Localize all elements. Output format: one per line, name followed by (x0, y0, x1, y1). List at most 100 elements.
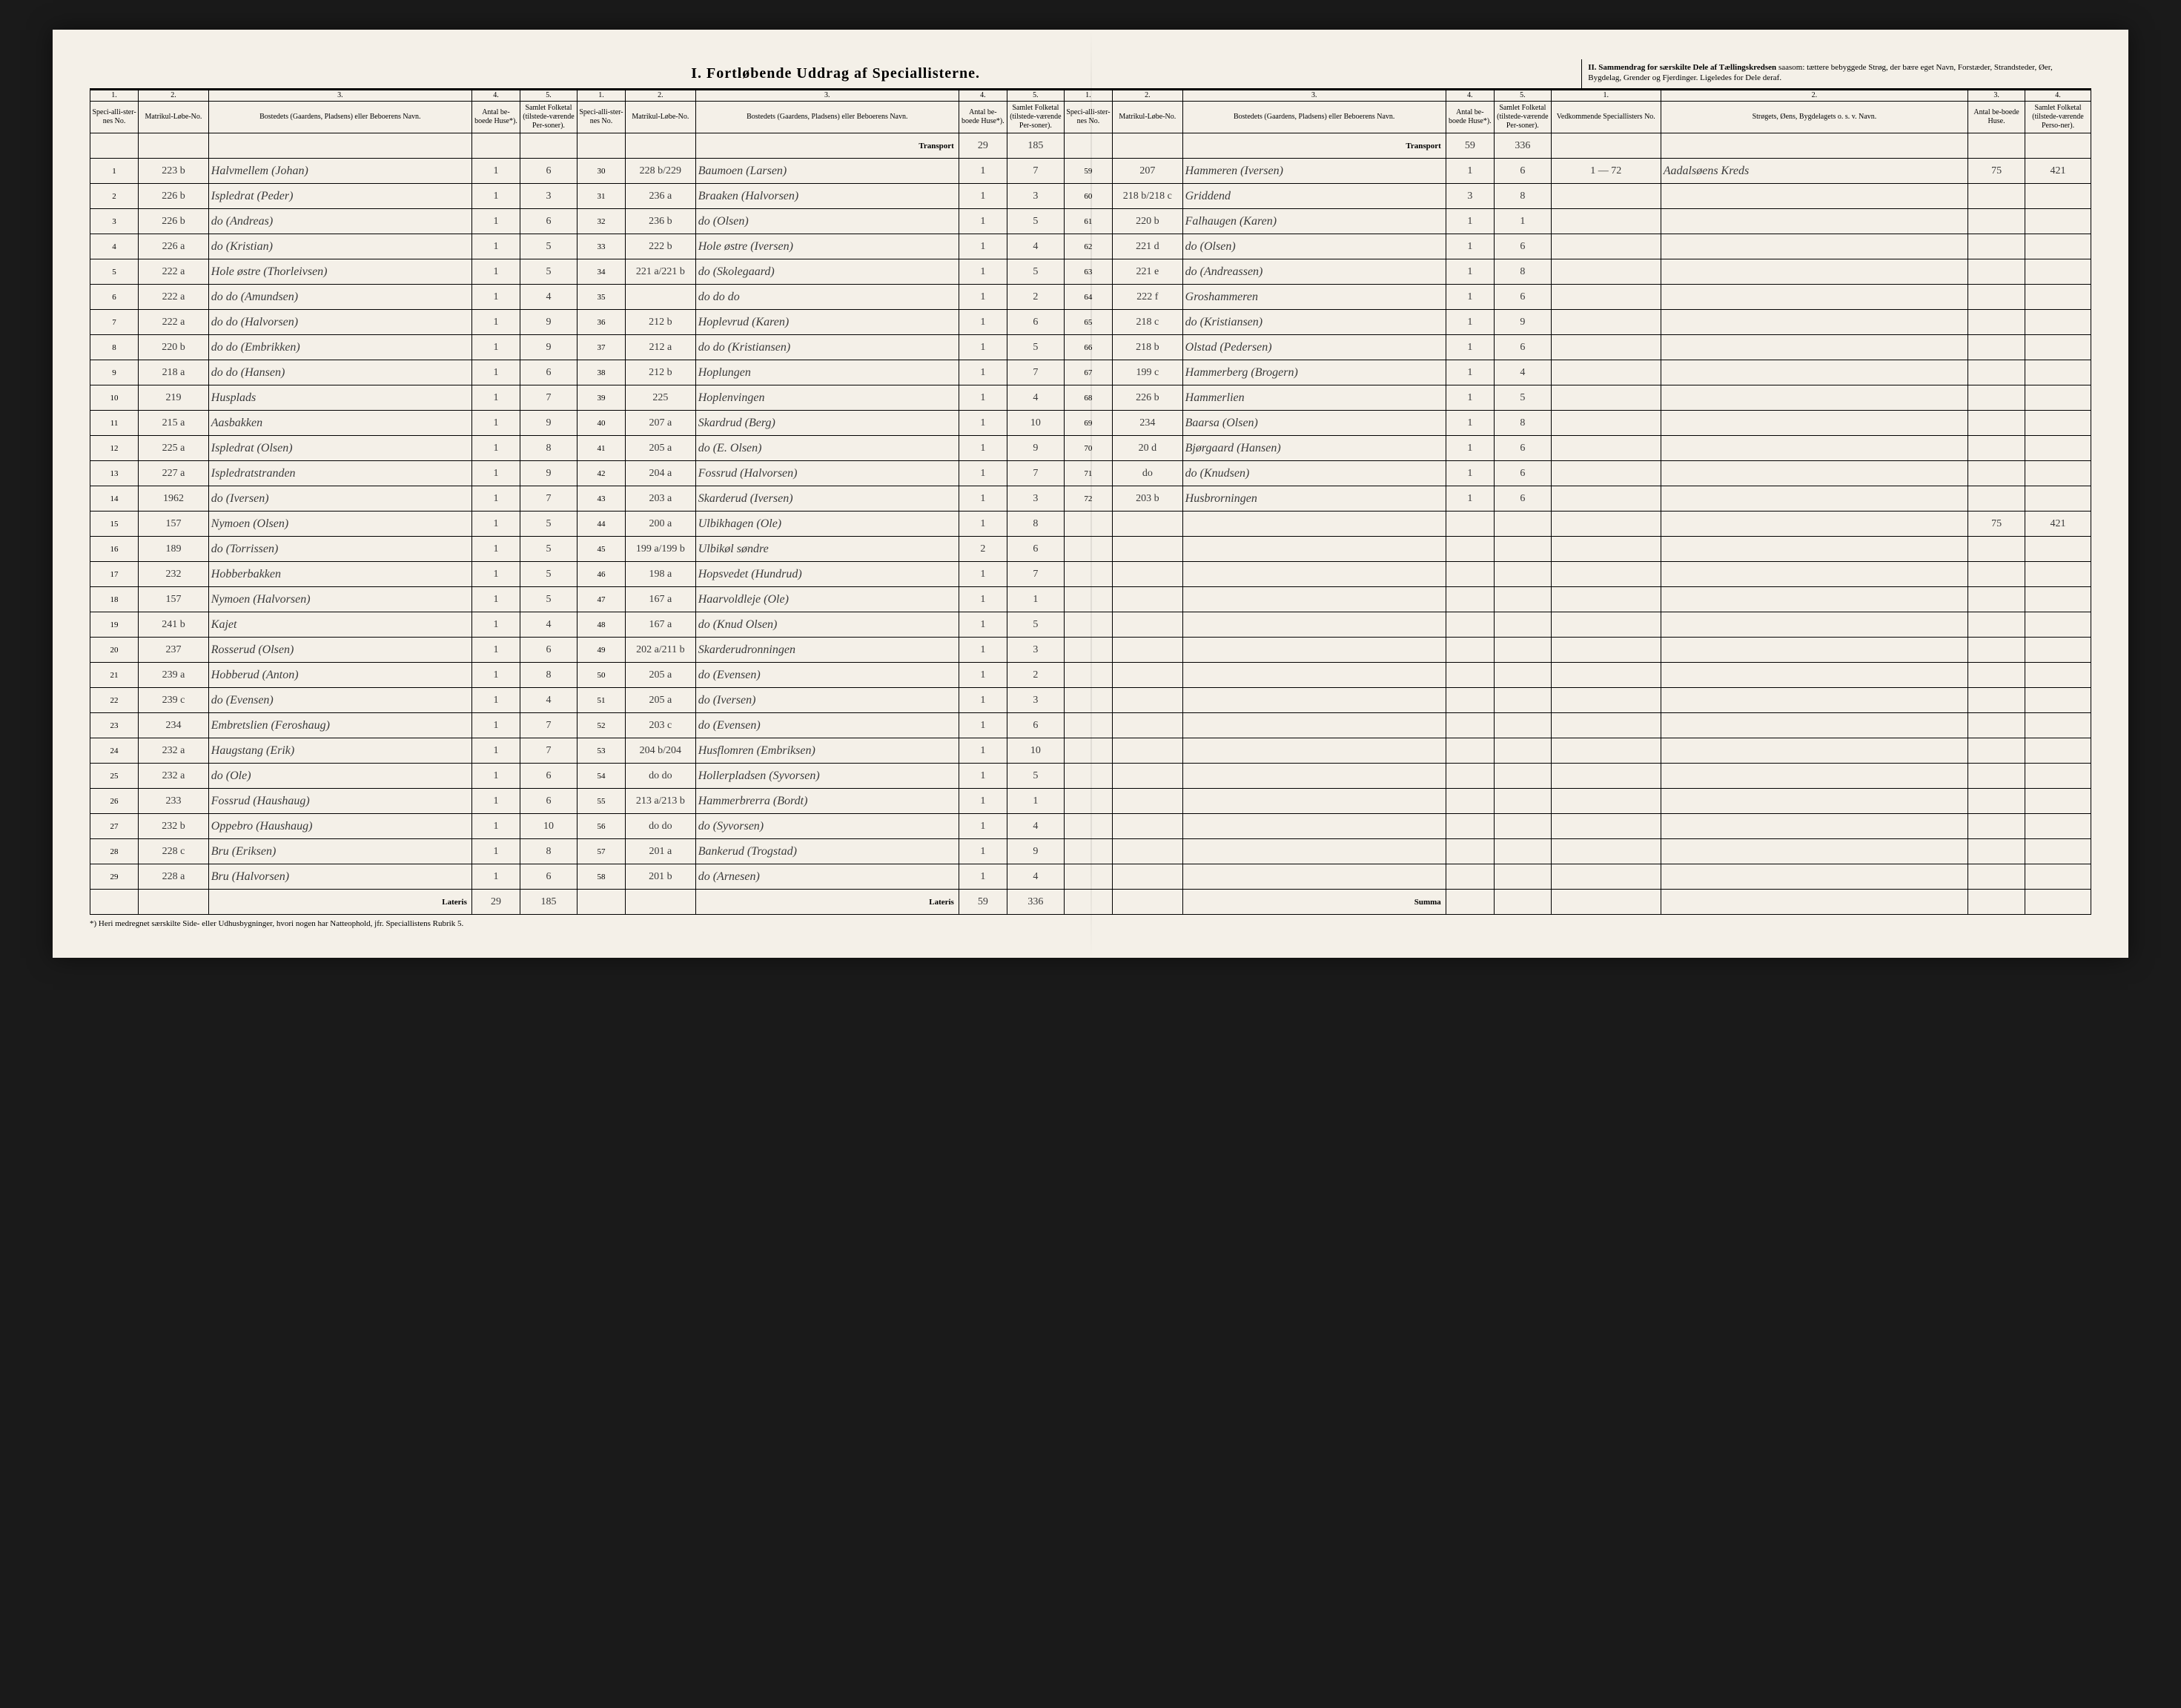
cell (1182, 789, 1446, 814)
cell (1112, 612, 1182, 638)
cell (1661, 209, 1967, 234)
cell: Fossrud (Haushaug) (208, 789, 471, 814)
cell (626, 285, 696, 310)
cell: 72 (1064, 486, 1112, 512)
table-row: 23234Embretslien (Feroshaug)1752203 cdo … (90, 713, 2091, 738)
cell (1112, 890, 1182, 915)
cell: 167 a (626, 612, 696, 638)
cell: Olstad (Pedersen) (1182, 335, 1446, 360)
cell (1494, 713, 1551, 738)
cell: 5 (520, 512, 577, 537)
cell: 1 (959, 562, 1007, 587)
col-header: Bostedets (Gaardens, Pladsens) eller Beb… (208, 102, 471, 133)
cell: 59 (959, 890, 1007, 915)
cell (2025, 411, 2091, 436)
col-header: Samlet Folketal (tilstede-værende Per-so… (1007, 102, 1064, 133)
cell: 202 a/211 b (626, 638, 696, 663)
cell: 1 (471, 864, 520, 890)
cell: 7 (520, 385, 577, 411)
cell (1551, 461, 1661, 486)
cell: 5 (520, 234, 577, 259)
cell: 185 (1007, 133, 1064, 159)
cell: Skardrud (Berg) (695, 411, 959, 436)
cell: Hammeren (Iversen) (1182, 159, 1446, 184)
cell: 9 (520, 461, 577, 486)
cell: 10 (1007, 411, 1064, 436)
cell: 1 (959, 259, 1007, 285)
secondary-title: II. Sammendrag for særskilte Dele af Tæl… (1581, 59, 2091, 88)
cell: 1 (1446, 234, 1494, 259)
cell (2025, 789, 2091, 814)
cell: 157 (139, 512, 209, 537)
cell: 222 a (139, 310, 209, 335)
cell: 222 f (1112, 285, 1182, 310)
cell: 1 (471, 839, 520, 864)
cell: 7 (1007, 562, 1064, 587)
cell: 10 (1007, 738, 1064, 764)
cell: 167 a (626, 587, 696, 612)
cell: 1 (959, 436, 1007, 461)
cell: Groshammeren (1182, 285, 1446, 310)
cell (1112, 638, 1182, 663)
cell (1968, 335, 2025, 360)
cell (1661, 764, 1967, 789)
cell: 220 b (1112, 209, 1182, 234)
cell: 71 (1064, 461, 1112, 486)
cell: 29 (90, 864, 139, 890)
cell: 228 c (139, 839, 209, 864)
cell: 6 (90, 285, 139, 310)
cell: 2 (959, 537, 1007, 562)
cell: 1 (959, 789, 1007, 814)
cell: 1 (471, 738, 520, 764)
col-number: 1. (1064, 90, 1112, 102)
cell (1968, 234, 2025, 259)
cell: 29 (959, 133, 1007, 159)
cell (1551, 512, 1661, 537)
table-row: 8220 bdo do (Embrikken)1937212 ado do (K… (90, 335, 2091, 360)
cell (1968, 738, 2025, 764)
cell: 222 a (139, 259, 209, 285)
cell: 1 (471, 537, 520, 562)
cell (1494, 814, 1551, 839)
cell: 28 (90, 839, 139, 864)
cell: 1 (959, 512, 1007, 537)
cell: 6 (1494, 335, 1551, 360)
cell: 41 (577, 436, 625, 461)
cell (1551, 335, 1661, 360)
cell: 225 (626, 385, 696, 411)
cell (1661, 335, 1967, 360)
cell: 228 a (139, 864, 209, 890)
col-header: Antal be-boede Huse*). (959, 102, 1007, 133)
table-row: 27232 bOppebro (Haushaug)11056do dodo (S… (90, 814, 2091, 839)
cell (1064, 612, 1112, 638)
cell: 36 (577, 310, 625, 335)
cell: 226 a (139, 234, 209, 259)
cell: 1 (90, 159, 139, 184)
cell: 199 c (1112, 360, 1182, 385)
cell (626, 890, 696, 915)
cell (2025, 814, 2091, 839)
cell: do do (626, 764, 696, 789)
cell: 19 (90, 612, 139, 638)
cell: 46 (577, 562, 625, 587)
cell (1551, 285, 1661, 310)
cell: 1 (1446, 159, 1494, 184)
cell: 17 (90, 562, 139, 587)
cell: 205 a (626, 688, 696, 713)
cell: 18 (90, 587, 139, 612)
table-header: 1.2.3.4.5.1.2.3.4.5.1.2.3.4.5.1.2.3.4. S… (90, 90, 2091, 133)
cell: 8 (1494, 411, 1551, 436)
table-row: 19241 bKajet1448167 ado (Knud Olsen)15 (90, 612, 2091, 638)
cell: 5 (520, 537, 577, 562)
cell: 32 (577, 209, 625, 234)
cell (1551, 184, 1661, 209)
cell: do do (Halvorsen) (208, 310, 471, 335)
cell: 4 (520, 688, 577, 713)
cell (1182, 663, 1446, 688)
cell (1494, 663, 1551, 688)
cell: 49 (577, 638, 625, 663)
cell (2025, 612, 2091, 638)
cell: do (Ole) (208, 764, 471, 789)
cell: Nymoen (Halvorsen) (208, 587, 471, 612)
cell: 207 a (626, 411, 696, 436)
